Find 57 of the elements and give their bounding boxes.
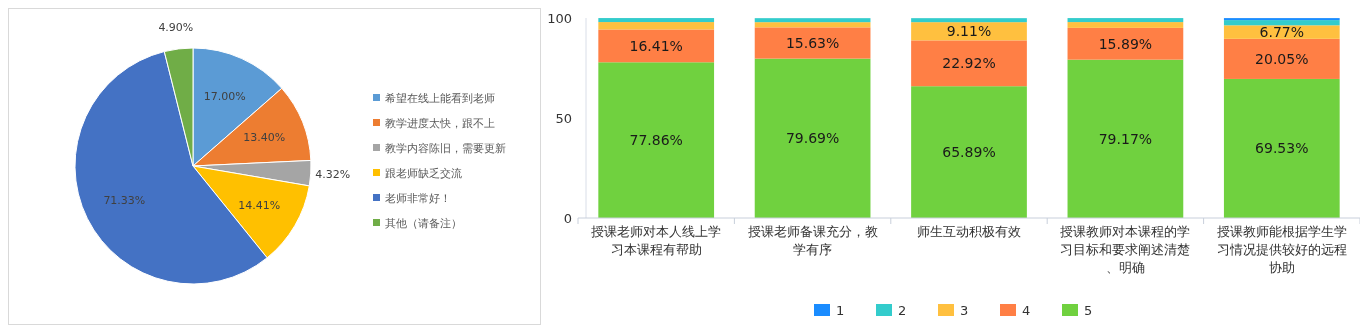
bar (1223, 18, 1340, 21)
y-tick-label: 50 (555, 110, 572, 126)
legend-label: 其他（请备注） (385, 216, 462, 230)
legend-label: 教学内容陈旧，需要更新 (385, 141, 506, 155)
bar (1223, 20, 1340, 26)
data-label: 9.11% (946, 23, 992, 40)
data-label: 65.89% (942, 144, 996, 161)
data-label: 13.40% (243, 131, 286, 145)
data-label: 79.17% (1098, 130, 1153, 147)
legend-label: 3 (960, 302, 969, 318)
data-label: 6.77% (1259, 23, 1305, 40)
bar (754, 58, 871, 218)
bar (1223, 25, 1340, 39)
x-tick-label: 授课教师对本课程的学习目标和要求阐述清楚、明确 (1060, 224, 1191, 275)
bar (598, 29, 715, 63)
legend-label: 老师非常好！ (385, 191, 451, 205)
data-label: 79.69% (785, 130, 840, 147)
legend-label: 2 (898, 302, 907, 318)
legend-label: 5 (1084, 302, 1093, 318)
y-tick-label: 0 (563, 210, 572, 226)
legend-label: 教学进度太快，跟不上 (385, 116, 495, 130)
x-tick-label: 授课教师能根据学生学习情况提供较好的远程协助 (1216, 224, 1347, 275)
bar (1067, 22, 1184, 28)
data-label: 69.53% (1255, 140, 1309, 157)
data-label: 17.00% (203, 90, 246, 104)
data-label: 22.92% (942, 55, 996, 72)
data-label: 71.33% (103, 194, 146, 208)
bar (911, 86, 1027, 218)
bar (754, 18, 871, 23)
data-label: 16.41% (629, 37, 683, 54)
bar (1067, 18, 1184, 23)
x-tick-label: 授课老师对本人线上学习本课程有帮助 (591, 224, 722, 257)
data-label: 4.90% (158, 20, 194, 34)
legend-label: 跟老师缺乏交流 (385, 166, 462, 180)
x-tick-label: 师生互动积极有效 (917, 224, 1021, 239)
bar (1067, 27, 1184, 60)
data-label: 15.89% (1098, 35, 1153, 52)
legend-label: 希望在线上能看到老师 (385, 91, 495, 105)
x-tick-label: 授课老师备课充分，教学有序 (747, 224, 878, 257)
data-label: 14.41% (238, 198, 281, 212)
data-label: 15.63% (785, 34, 840, 51)
bar (911, 40, 1027, 87)
data-label: 20.05% (1255, 50, 1309, 67)
bar (598, 22, 715, 30)
bar (911, 18, 1027, 23)
bar (1223, 38, 1340, 79)
legend-label: 4 (1022, 302, 1031, 318)
data-label: 4.32% (315, 168, 351, 182)
data-label: 77.86% (629, 132, 683, 149)
bar (598, 18, 715, 23)
bar (754, 27, 871, 59)
bar (598, 62, 715, 218)
legend-label: 1 (836, 302, 845, 318)
bar (1067, 59, 1184, 218)
bar (1223, 78, 1340, 218)
y-tick-label: 100 (547, 10, 572, 26)
bar (754, 22, 871, 28)
